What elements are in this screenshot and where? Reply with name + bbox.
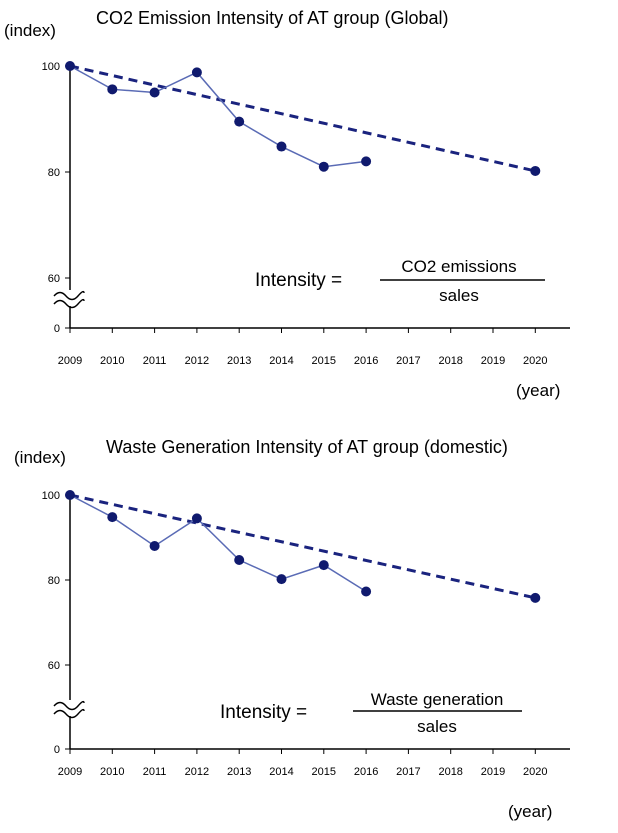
data-point: [191, 513, 202, 524]
data-point: [361, 586, 372, 597]
y-axis-label: (index): [4, 21, 56, 40]
chart-title: Waste Generation Intensity of AT group (…: [106, 437, 508, 457]
x-tick-label: 2015: [312, 766, 336, 778]
x-tick-label: 2010: [100, 355, 124, 367]
x-tick-label: 2017: [396, 766, 420, 778]
data-point: [361, 156, 372, 167]
actual-series-line: [69, 494, 367, 593]
x-tick-label: 2018: [438, 355, 462, 367]
data-point: [276, 574, 287, 585]
x-tick-label: 2013: [227, 355, 251, 367]
axis-break-mark: [53, 708, 85, 719]
co2-chart-svg: CO2 Emission Intensity of AT group (Glob…: [4, 8, 570, 400]
x-tick-label: 2014: [269, 355, 293, 367]
co2-chart: CO2 Emission Intensity of AT group (Glob…: [0, 0, 618, 415]
data-point: [276, 141, 287, 152]
y-tick-label: 60: [48, 273, 60, 285]
y-axis-label: (index): [14, 448, 66, 467]
x-axis-label: (year): [508, 802, 552, 821]
x-tick-label: 2015: [312, 355, 336, 367]
chart-title: CO2 Emission Intensity of AT group (Glob…: [96, 8, 449, 28]
data-point: [149, 87, 160, 98]
data-point: [107, 84, 118, 95]
x-tick-label: 2014: [269, 766, 293, 778]
x-tick-label: 2016: [354, 766, 378, 778]
x-tick-label: 2011: [143, 355, 167, 367]
data-point: [107, 512, 118, 523]
waste-chart: Waste Generation Intensity of AT group (…: [0, 425, 618, 833]
data-point: [318, 161, 329, 172]
x-tick-label: 2011: [143, 766, 167, 778]
x-tick-label: 2019: [481, 355, 505, 367]
formula-denominator: sales: [417, 717, 457, 736]
y-tick-label: 0: [54, 744, 60, 756]
data-point: [65, 61, 75, 71]
data-point: [234, 555, 245, 566]
data-point: [65, 490, 75, 500]
y-tick-label: 0: [54, 323, 60, 335]
formula-lhs: Intensity =: [220, 702, 307, 723]
formula-lhs: Intensity =: [255, 270, 342, 291]
x-tick-label: 2016: [354, 355, 378, 367]
y-tick-label: 80: [48, 575, 60, 587]
formula-numerator: CO2 emissions: [401, 257, 516, 276]
x-tick-label: 2017: [396, 355, 420, 367]
y-tick-label: 80: [48, 167, 60, 179]
data-point: [318, 560, 329, 571]
x-tick-label: 2020: [523, 355, 547, 367]
formula-numerator: Waste generation: [371, 690, 504, 709]
actual-series-line: [69, 65, 367, 168]
waste-chart-svg: Waste Generation Intensity of AT group (…: [14, 437, 570, 821]
target-dashed-line: [69, 64, 536, 173]
target-point: [530, 165, 541, 176]
data-point: [191, 67, 202, 78]
x-tick-label: 2009: [58, 766, 82, 778]
y-tick-label: 60: [48, 660, 60, 672]
target-dashed-line: [69, 493, 536, 600]
x-tick-label: 2019: [481, 766, 505, 778]
axis-break-mark: [53, 700, 85, 711]
y-tick-label: 100: [42, 61, 60, 73]
data-point: [234, 116, 245, 127]
axis-break-mark: [53, 290, 85, 301]
formula-denominator: sales: [439, 286, 479, 305]
x-tick-label: 2009: [58, 355, 82, 367]
x-tick-label: 2013: [227, 766, 251, 778]
x-tick-label: 2018: [438, 766, 462, 778]
x-axis-label: (year): [516, 381, 560, 400]
y-tick-label: 100: [42, 490, 60, 502]
target-point: [530, 592, 541, 603]
x-tick-label: 2020: [523, 766, 547, 778]
x-tick-label: 2012: [185, 766, 209, 778]
x-tick-label: 2012: [185, 355, 209, 367]
data-point: [149, 541, 160, 551]
axis-break-mark: [53, 298, 85, 309]
x-tick-label: 2010: [100, 766, 124, 778]
